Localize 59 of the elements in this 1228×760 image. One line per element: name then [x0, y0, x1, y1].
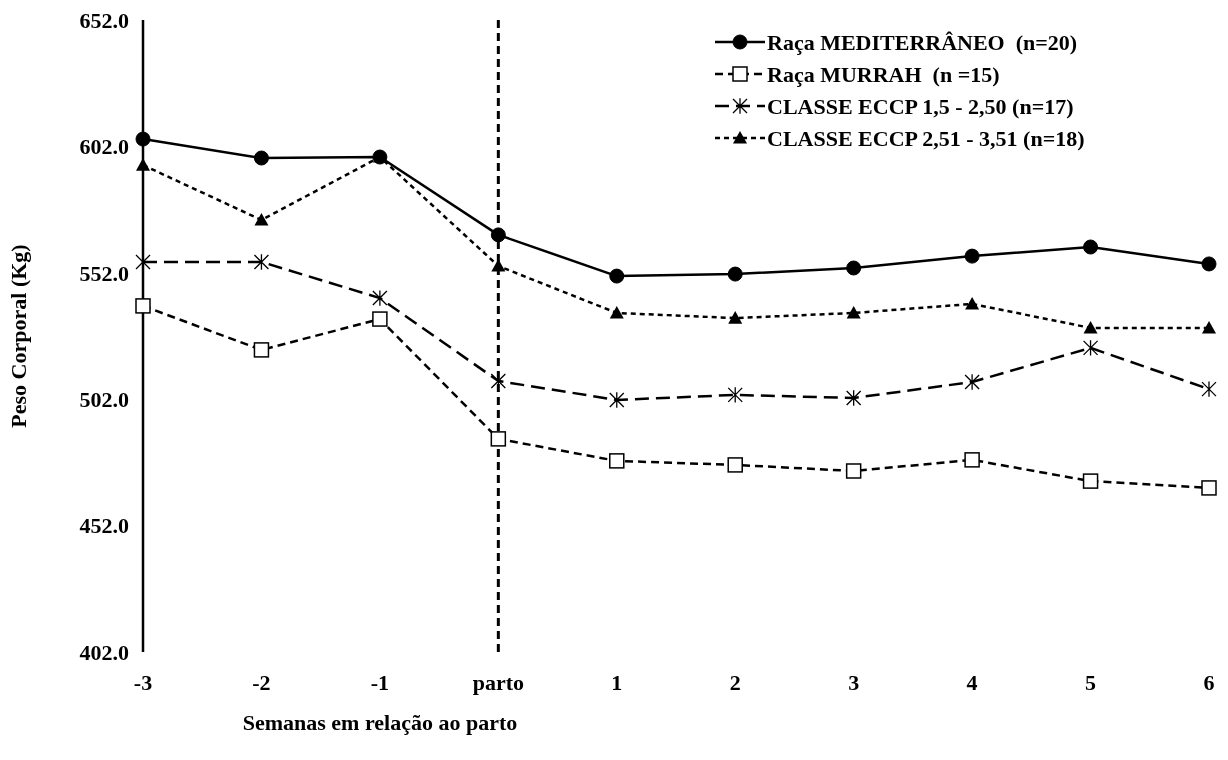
point [727, 457, 743, 473]
point [491, 258, 506, 272]
y-tick-label: 652.0 [79, 7, 129, 33]
point [490, 227, 506, 243]
point [1202, 320, 1216, 334]
y-tick-label: 602.0 [79, 134, 129, 160]
x-axis-title: Semanas em relação ao parto [242, 710, 518, 735]
point [845, 463, 862, 479]
point [1083, 320, 1098, 334]
point [490, 372, 506, 390]
point [728, 311, 743, 324]
legend-label: Raça MEDITERRÂNEO (n=20) [767, 29, 1078, 55]
legend-label: CLASSE ECCP 1,5 - 2,50 (n=17) [767, 93, 1074, 119]
y-axis-title: Peso Corporal (Kg) [6, 244, 31, 428]
y-tick-label: 552.0 [79, 260, 129, 286]
point [727, 266, 743, 282]
point [254, 212, 269, 226]
point [135, 298, 151, 314]
point [846, 260, 862, 276]
point [1201, 380, 1217, 398]
point [253, 253, 270, 271]
x-tick-label: -1 [370, 670, 390, 695]
point [964, 248, 980, 264]
point [609, 306, 624, 319]
legend-label: CLASSE ECCP 2,51 - 3,51 (n=18) [767, 125, 1085, 151]
point [727, 386, 743, 404]
point [490, 431, 507, 447]
point [965, 296, 980, 310]
x-tick-label: 6 [1203, 670, 1215, 695]
point [1201, 480, 1217, 496]
legend-label: Raça MURRAH (n =15) [767, 61, 1000, 87]
point [1083, 239, 1099, 255]
y-tick-label: 502.0 [79, 386, 129, 412]
x-tick-label: 4 [966, 670, 978, 695]
x-tick-label: -3 [133, 670, 153, 695]
point [609, 268, 625, 284]
point [964, 452, 980, 468]
x-tick-label: 1 [611, 670, 623, 695]
point [135, 131, 151, 147]
y-tick-label: 452.0 [79, 513, 129, 539]
x-tick-label: 5 [1085, 670, 1097, 695]
point [1201, 256, 1217, 272]
point [372, 289, 388, 307]
point [253, 150, 269, 166]
point [253, 342, 270, 358]
point [964, 373, 980, 391]
point [609, 391, 625, 409]
x-tick-label: 2 [729, 670, 741, 695]
point [846, 306, 861, 319]
x-tick-label: -2 [252, 670, 271, 695]
point [1082, 473, 1099, 489]
point [372, 311, 388, 327]
point [846, 389, 862, 407]
point [1082, 339, 1099, 357]
point [609, 453, 625, 469]
x-tick-label: 3 [848, 670, 860, 695]
point [136, 158, 150, 171]
y-tick-label: 402.0 [79, 639, 129, 665]
x-tick-label: parto [472, 670, 524, 695]
